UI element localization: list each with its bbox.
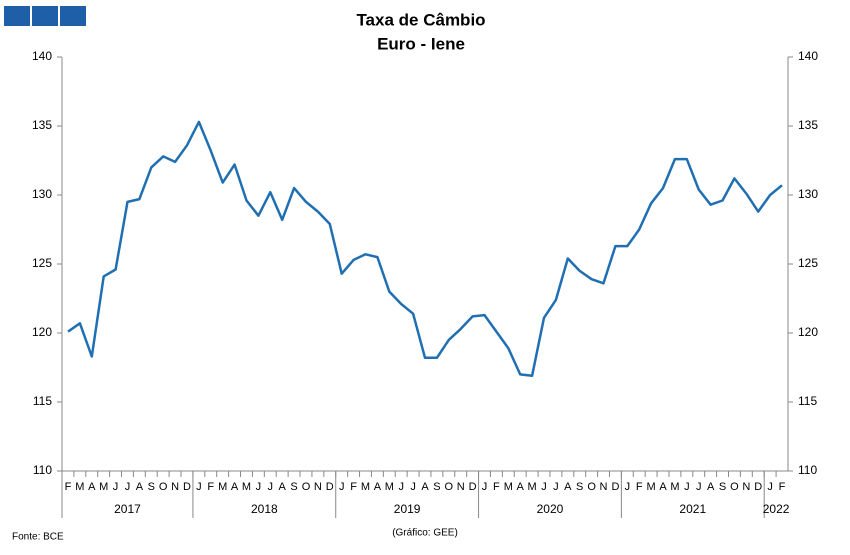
- year-label: 2021: [679, 502, 706, 516]
- x-tick-label: A: [421, 481, 429, 493]
- logo-square: [60, 6, 86, 26]
- x-tick-label: S: [433, 481, 440, 493]
- x-tick-label: O: [587, 481, 596, 493]
- x-tick-label: J: [553, 481, 559, 493]
- x-tick-label: J: [339, 481, 345, 493]
- x-tick-label: F: [350, 481, 357, 493]
- y2-tick-label: 115: [798, 394, 817, 408]
- x-tick-label: M: [218, 481, 227, 493]
- x-tick-label: A: [231, 481, 239, 493]
- x-tick-label: F: [493, 481, 500, 493]
- x-tick-label: F: [779, 481, 786, 493]
- x-tick-label: M: [385, 481, 394, 493]
- x-tick-label: D: [183, 481, 191, 493]
- x-tick-label: D: [326, 481, 334, 493]
- year-label: 2020: [537, 502, 564, 516]
- x-tick-label: M: [528, 481, 537, 493]
- y-tick-label: 110: [33, 463, 52, 477]
- year-label: 2017: [114, 502, 141, 516]
- x-tick-label: J: [541, 481, 547, 493]
- y-tick-label: 125: [32, 256, 52, 270]
- data-line: [67, 120, 783, 378]
- y2-tick-label: 135: [798, 118, 818, 132]
- y2-tick-label: 130: [798, 187, 818, 201]
- x-tick-label: J: [767, 481, 773, 493]
- x-tick-label: D: [611, 481, 619, 493]
- x-tick-label: A: [564, 481, 572, 493]
- x-tick-label: M: [242, 481, 251, 493]
- logo-square: [4, 6, 30, 26]
- chart-subtitle: Euro - Iene: [377, 34, 465, 53]
- y-tick-label: 130: [32, 187, 52, 201]
- x-tick-label: O: [445, 481, 454, 493]
- x-tick-label: D: [469, 481, 477, 493]
- x-tick-label: A: [88, 481, 96, 493]
- year-label: 2018: [251, 502, 278, 516]
- x-tick-label: N: [457, 481, 465, 493]
- x-tick-label: N: [600, 481, 608, 493]
- x-tick-label: N: [742, 481, 750, 493]
- x-tick-label: A: [659, 481, 667, 493]
- credit: (Gráfico: GEE): [392, 528, 458, 539]
- x-tick-label: J: [196, 481, 202, 493]
- y-tick-label: 140: [32, 49, 52, 63]
- x-tick-label: J: [625, 481, 631, 493]
- x-tick-label: S: [576, 481, 583, 493]
- y2-tick-label: 140: [798, 49, 818, 63]
- x-tick-label: J: [113, 481, 119, 493]
- y2-tick-label: 120: [798, 325, 818, 339]
- x-tick-label: D: [754, 481, 762, 493]
- x-tick-label: M: [647, 481, 656, 493]
- x-tick-label: J: [125, 481, 131, 493]
- x-tick-label: O: [159, 481, 168, 493]
- logo-square: [32, 6, 58, 26]
- x-tick-label: F: [65, 481, 72, 493]
- x-tick-label: M: [99, 481, 108, 493]
- x-tick-label: J: [256, 481, 262, 493]
- year-label: 2019: [394, 502, 421, 516]
- x-tick-label: J: [398, 481, 404, 493]
- x-tick-label: M: [75, 481, 84, 493]
- x-tick-label: A: [279, 481, 287, 493]
- x-tick-label: F: [207, 481, 214, 493]
- x-tick-label: S: [148, 481, 155, 493]
- x-tick-label: M: [670, 481, 679, 493]
- y-tick-label: 135: [32, 118, 52, 132]
- x-tick-label: J: [482, 481, 488, 493]
- x-tick-label: M: [504, 481, 513, 493]
- x-tick-label: O: [302, 481, 311, 493]
- year-label: 2022: [763, 502, 790, 516]
- y2-tick-label: 125: [798, 256, 818, 270]
- x-tick-label: F: [636, 481, 643, 493]
- x-tick-label: N: [314, 481, 322, 493]
- x-tick-label: A: [374, 481, 382, 493]
- y2-tick-label: 110: [798, 463, 817, 477]
- x-tick-label: J: [684, 481, 690, 493]
- x-tick-label: J: [410, 481, 416, 493]
- x-tick-label: O: [730, 481, 739, 493]
- x-tick-label: J: [268, 481, 274, 493]
- x-tick-label: J: [696, 481, 702, 493]
- x-tick-label: A: [517, 481, 525, 493]
- x-tick-label: S: [290, 481, 297, 493]
- x-tick-label: A: [707, 481, 715, 493]
- chart-title: Taxa de Câmbio: [356, 10, 485, 29]
- y-tick-label: 120: [32, 325, 52, 339]
- x-tick-label: A: [136, 481, 144, 493]
- x-tick-label: S: [719, 481, 726, 493]
- x-tick-label: N: [171, 481, 179, 493]
- y-tick-label: 115: [33, 394, 52, 408]
- x-tick-label: M: [361, 481, 370, 493]
- source: Fonte: BCE: [12, 532, 64, 543]
